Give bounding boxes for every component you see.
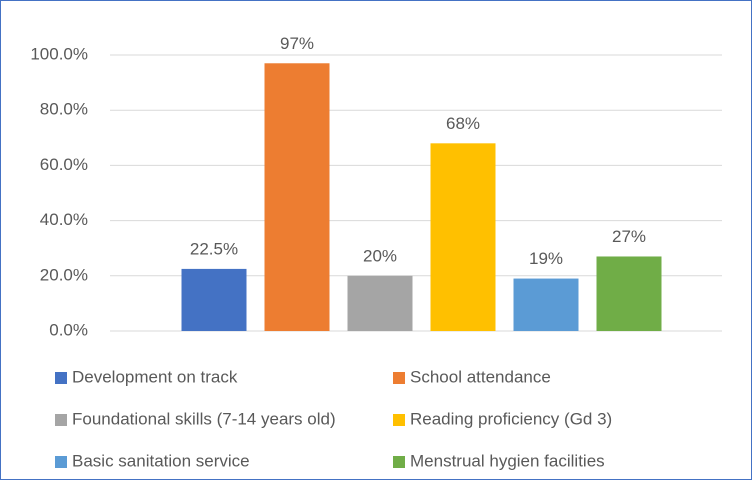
legend-swatch [55, 414, 67, 426]
bar [596, 256, 662, 331]
data-label: 68% [446, 114, 480, 133]
legend-swatch [393, 414, 405, 426]
bar [430, 143, 496, 331]
y-tick-label: 0.0% [49, 320, 88, 339]
y-tick-label: 60.0% [40, 155, 88, 174]
bar [181, 268, 247, 331]
legend-label: Foundational skills (7-14 years old) [72, 409, 336, 428]
data-label: 97% [280, 34, 314, 53]
data-label: 22.5% [190, 239, 238, 258]
y-tick-label: 80.0% [40, 100, 88, 119]
legend-swatch [55, 456, 67, 468]
legend-swatch [393, 372, 405, 384]
y-tick-label: 20.0% [40, 265, 88, 284]
bar [264, 63, 330, 331]
data-label: 27% [612, 227, 646, 246]
y-tick-label: 40.0% [40, 210, 88, 229]
bar [513, 278, 579, 331]
legend-swatch [55, 372, 67, 384]
legend-label: Reading proficiency (Gd 3) [410, 409, 612, 428]
legend-label: Development on track [72, 367, 238, 386]
data-label: 20% [363, 246, 397, 265]
legend-label: School attendance [410, 367, 551, 386]
y-tick-label: 100.0% [30, 44, 88, 63]
legend-label: Menstrual hygien facilities [410, 451, 605, 470]
legend-label: Basic sanitation service [72, 451, 250, 470]
legend-swatch [393, 456, 405, 468]
data-label: 19% [529, 249, 563, 268]
bar [347, 275, 413, 331]
